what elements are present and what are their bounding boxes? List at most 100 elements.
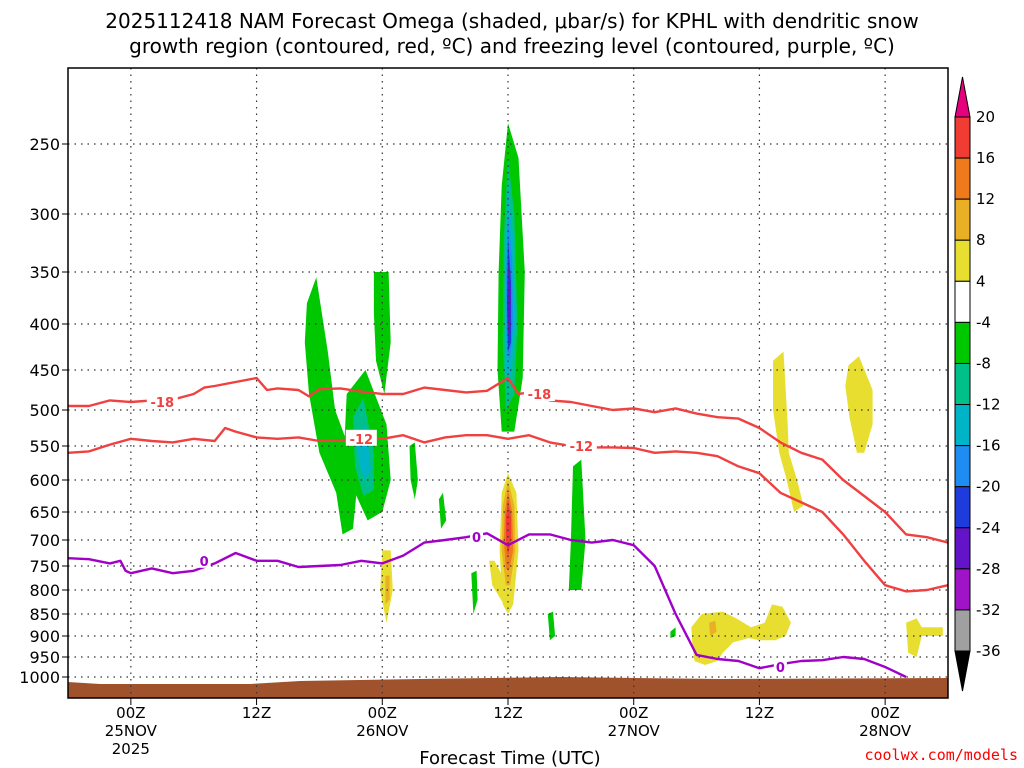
- y-tick-label: 850: [29, 605, 60, 624]
- ground-terrain-layer: [68, 677, 948, 698]
- omega-region: [373, 272, 391, 394]
- y-tick-label: 800: [29, 581, 60, 600]
- isotherm-label: -18: [151, 396, 175, 411]
- x-tick-sub1: 26NOV: [356, 722, 409, 740]
- colorbar-tick-label: 20: [976, 108, 995, 126]
- y-tick-label: 400: [29, 315, 60, 334]
- x-tick-sub1: 28NOV: [859, 722, 912, 740]
- colorbar-tick-label: -36: [976, 642, 1001, 660]
- isotherm-lines: [67, 376, 949, 679]
- gridlines: [68, 68, 948, 698]
- omega-region: [906, 618, 943, 657]
- colorbar-bottom-arrow: [954, 650, 971, 692]
- colorbar-swatch: [954, 116, 971, 159]
- colorbar-tick-label: 12: [976, 190, 995, 208]
- y-axis-ticks: 250 300 350 400 450 500 550 600 650 700 750 800 850 9…: [19, 135, 68, 687]
- colorbar-tick-label: -32: [976, 601, 1001, 619]
- credit-text: coolwx.com/models: [864, 746, 1018, 764]
- y-tick-label: 300: [29, 205, 60, 224]
- y-tick-label: 900: [29, 627, 60, 646]
- isotherm-line: [68, 376, 949, 544]
- x-tick-sub2: 2025: [112, 740, 150, 758]
- x-tick-label: 12Z: [242, 704, 271, 722]
- y-tick-label: 950: [29, 648, 60, 667]
- isotherm-label-bg: [523, 385, 555, 401]
- colorbar-swatch: [954, 239, 971, 282]
- isotherm-label-bg: [345, 429, 377, 446]
- plot-area: -18 -18 -12 -12 0 0 0: [67, 67, 949, 699]
- colorbar-tick-label: 8: [976, 231, 986, 249]
- x-tick-label: 00Z: [870, 704, 899, 722]
- y-tick-label: 450: [29, 361, 60, 380]
- colorbar-tick-label: -28: [976, 560, 1001, 578]
- chart-title-line-1: 2025112418 NAM Forecast Omega (shaded, μ…: [105, 9, 918, 33]
- colorbar-tick-label: -20: [976, 478, 1001, 496]
- isotherm-label-bg: [773, 658, 787, 674]
- colorbar-tick-label: -4: [976, 313, 991, 331]
- colorbar-swatch: [954, 568, 971, 611]
- colorbar-swatch: [954, 445, 971, 488]
- colorbar-tick-label: -24: [976, 519, 1001, 537]
- colorbar-tick-label: -12: [976, 396, 1001, 414]
- omega-region: [670, 627, 676, 639]
- y-tick-label: 350: [29, 263, 60, 282]
- chart-title-line-2: growth region (contoured, red, ºC) and f…: [129, 34, 895, 58]
- colorbar-swatch: [954, 198, 971, 241]
- isotherm-label-bg: [146, 393, 178, 409]
- y-tick-label: 500: [29, 401, 60, 420]
- y-tick-label: 600: [29, 471, 60, 490]
- y-tick-label: 650: [29, 503, 60, 522]
- isotherm-label: -12: [570, 440, 594, 455]
- isotherm-label: 0: [200, 555, 209, 570]
- ground-terrain: [68, 677, 948, 698]
- isotherm-line: [67, 426, 949, 593]
- x-tick-label: 12Z: [493, 704, 522, 722]
- colorbar: 20 16 12 8 4 -4 -8 -12 -16 -20 -24 -28 -32 -36: [954, 76, 1001, 692]
- omega-region: [508, 260, 511, 334]
- omega-region: [709, 620, 717, 636]
- omega-region: [438, 492, 447, 529]
- colorbar-swatch: [954, 404, 971, 447]
- colorbar-tick-label: -8: [976, 354, 991, 372]
- x-tick-label: 00Z: [368, 704, 397, 722]
- x-tick-label: 12Z: [745, 704, 774, 722]
- colorbar-swatch: [954, 157, 971, 200]
- omega-region: [845, 356, 873, 453]
- colorbar-swatch: [954, 609, 971, 652]
- y-tick-label: 250: [29, 135, 60, 154]
- x-tick-sub1: 25NOV: [105, 722, 158, 740]
- y-tick-label: 750: [29, 557, 60, 576]
- isotherm-label-bg: [565, 437, 597, 453]
- y-tick-label: 550: [29, 437, 60, 456]
- x-tick-label: 00Z: [116, 704, 145, 722]
- x-axis-label: Forecast Time (UTC): [419, 748, 600, 768]
- y-tick-label: 700: [29, 531, 60, 550]
- omega-region: [773, 351, 804, 512]
- isotherm-labels: -18 -18 -12 -12 0 0 0: [146, 385, 787, 676]
- isotherm-label: 0: [776, 661, 785, 676]
- colorbar-swatch: [954, 362, 971, 406]
- colorbar-swatch: [954, 280, 971, 323]
- colorbar-tick-label: 16: [976, 149, 995, 167]
- isotherm-label: 0: [472, 531, 481, 546]
- y-tick-label: 1000: [19, 668, 60, 687]
- x-tick-sub1: 27NOV: [608, 722, 661, 740]
- omega-region: [471, 570, 478, 614]
- isotherm-label: -18: [528, 388, 552, 403]
- omega-region: [505, 499, 512, 556]
- isotherm-line: [67, 532, 907, 679]
- colorbar-tick-label: 4: [976, 272, 986, 290]
- isotherm-label-bg: [197, 551, 211, 568]
- omega-shading-layer: [304, 123, 943, 665]
- omega-region: [568, 459, 586, 590]
- omega-region: [304, 277, 358, 535]
- isotherm-label-bg: [470, 528, 484, 545]
- isotherm-label: -12: [350, 433, 374, 448]
- x-tick-label: 00Z: [619, 704, 648, 722]
- colorbar-tick-label: -16: [976, 437, 1001, 455]
- omega-region: [547, 611, 556, 641]
- colorbar-swatch: [954, 527, 971, 570]
- omega-region: [409, 442, 418, 500]
